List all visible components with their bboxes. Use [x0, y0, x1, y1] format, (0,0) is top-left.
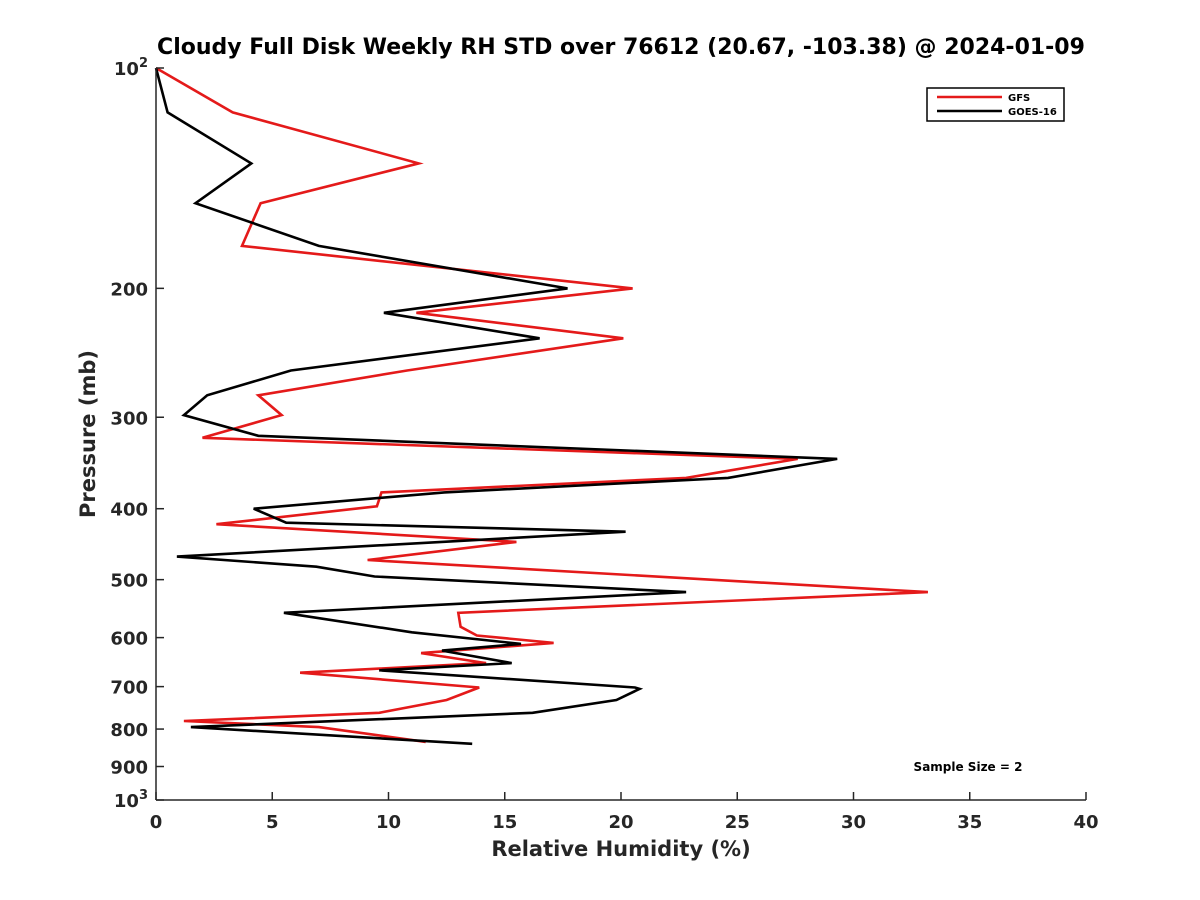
sample-size-annotation: Sample Size = 2	[914, 760, 1023, 774]
chart-title: Cloudy Full Disk Weekly RH STD over 7661…	[157, 35, 1085, 60]
series-line-gfs	[155, 66, 928, 744]
y-tick-label: 200	[110, 279, 148, 300]
legend-label-gfs: GFS	[1008, 93, 1030, 104]
y-ticks: 102 200 300 400 500 600 700 800 900 103	[110, 56, 164, 812]
x-tick-label: 10	[376, 812, 401, 833]
x-tick-label: 40	[1073, 812, 1098, 833]
y-tick-label: 500	[110, 571, 148, 592]
x-tick-label: 15	[492, 812, 517, 833]
y-tick-label: 300	[110, 408, 148, 429]
y-tick-label: 102	[114, 56, 148, 80]
y-tick-label: 800	[110, 720, 148, 741]
series-line-goes-16	[154, 67, 838, 746]
y-axis-label: Pressure (mb)	[76, 350, 100, 518]
legend: GFS GOES-16	[926, 87, 1065, 122]
series-layer	[154, 66, 928, 746]
y-tick-label: 400	[110, 500, 148, 521]
x-axis-label: Relative Humidity (%)	[491, 837, 750, 861]
y-tick-label: 900	[110, 758, 148, 779]
x-tick-label: 5	[266, 812, 279, 833]
x-tick-label: 30	[841, 812, 866, 833]
x-tick-label: 0	[150, 812, 163, 833]
x-tick-label: 20	[608, 812, 633, 833]
y-tick-label: 700	[110, 678, 148, 699]
y-tick-label: 103	[114, 788, 148, 812]
legend-box	[926, 87, 1065, 122]
x-ticks: 0 5 10 15 20 25 30 35 40	[150, 792, 1099, 833]
y-tick-label: 600	[110, 629, 148, 650]
legend-label-goes-16: GOES-16	[1008, 107, 1057, 118]
x-tick-label: 35	[957, 812, 982, 833]
x-tick-label: 25	[725, 812, 750, 833]
